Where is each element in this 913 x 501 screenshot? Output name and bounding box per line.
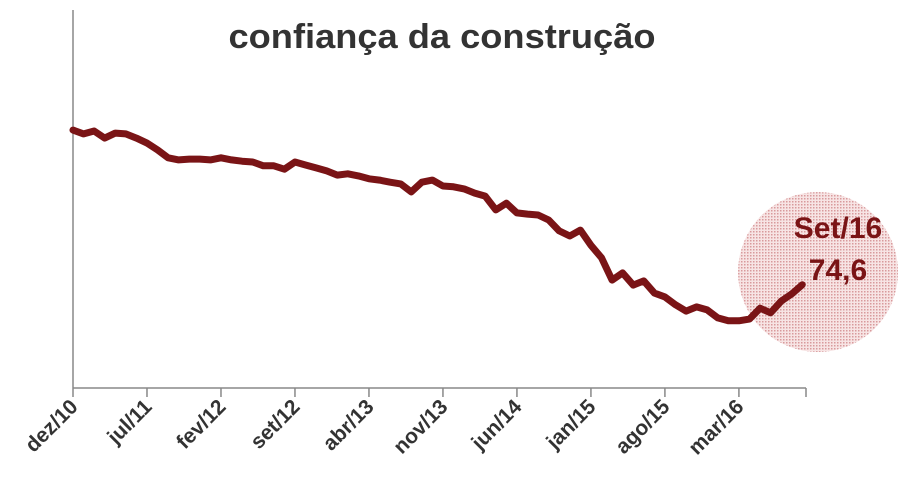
line-series [69, 126, 806, 325]
x-tick-label: jul/11 [102, 395, 156, 449]
highlight-bubble [738, 192, 898, 352]
x-tick-label: jan/15 [541, 395, 600, 454]
x-tick-label: dez/10 [21, 395, 83, 457]
x-tick-label: fev/12 [172, 395, 230, 453]
annotation-label: Set/16 [794, 212, 882, 245]
chart-title: confiança da construção [229, 18, 656, 56]
x-tick-label: jun/14 [467, 395, 527, 455]
value-label: 74,6 [809, 254, 867, 287]
x-tick-label: ago/15 [611, 395, 675, 459]
x-tick-label: mar/16 [684, 395, 748, 459]
x-tick-label: set/12 [246, 395, 304, 453]
x-tick-label: abr/13 [318, 395, 378, 455]
x-tick-label: nov/13 [389, 395, 452, 458]
